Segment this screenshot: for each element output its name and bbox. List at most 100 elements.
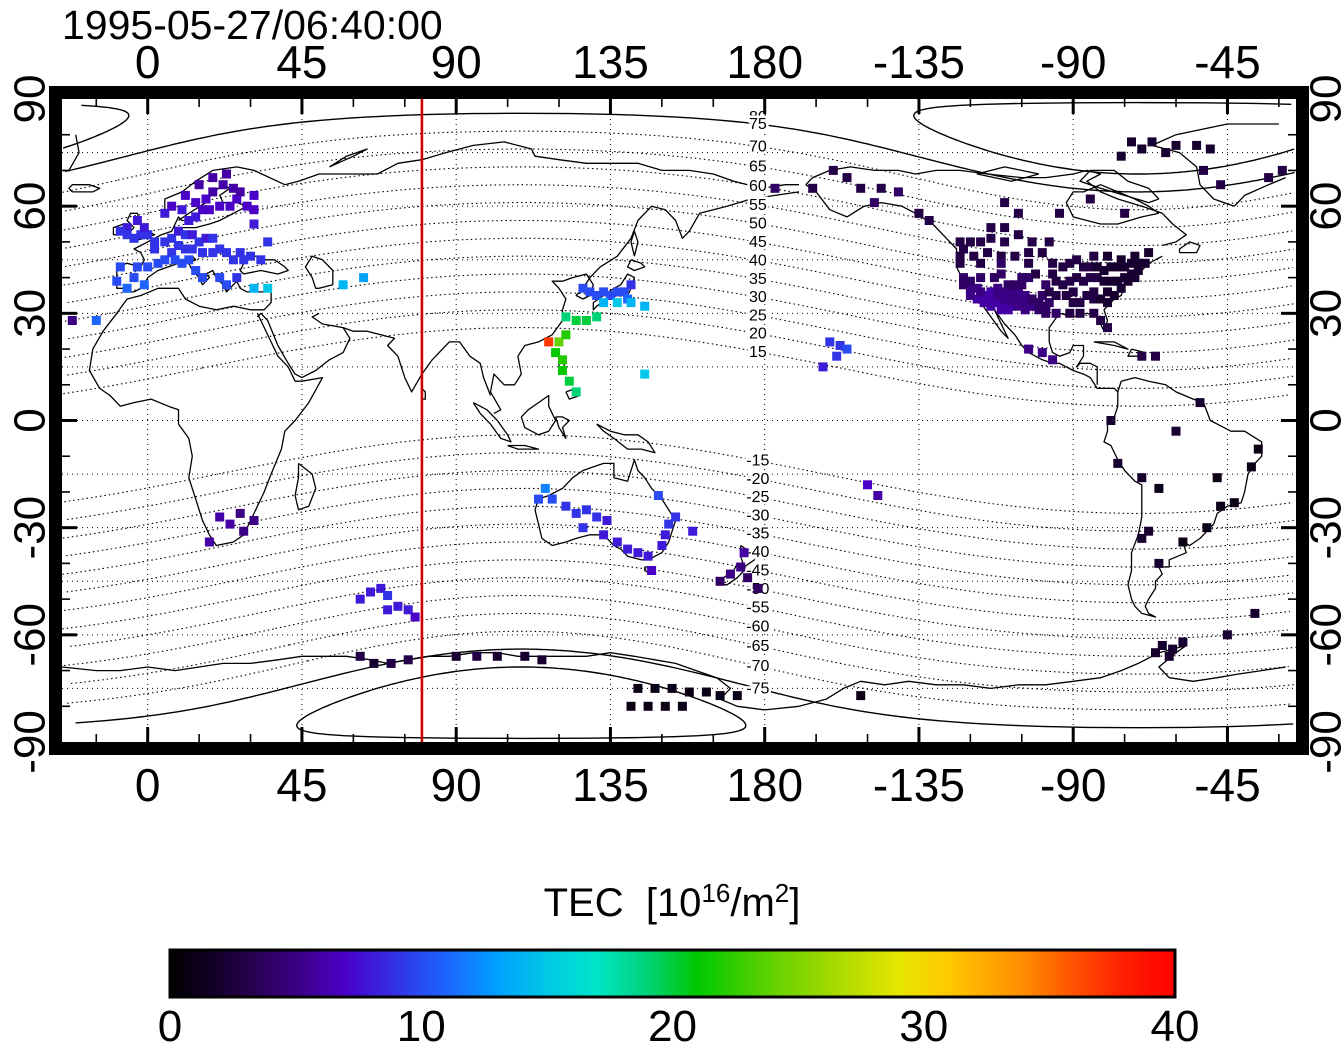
- tec-point: [832, 351, 842, 361]
- tec-point: [1109, 291, 1119, 300]
- magnetic-latitude-contour: [63, 219, 1292, 300]
- tec-point: [715, 691, 725, 701]
- y-axis-label-right: 90: [1302, 75, 1344, 124]
- magnetic-latitude-contour: [63, 594, 1289, 675]
- x-axis-label-bottom: -45: [1194, 759, 1260, 811]
- tec-point: [1140, 258, 1150, 268]
- tec-point: [959, 273, 968, 283]
- colorbar: [168, 948, 1177, 999]
- colorbar-tick-label: 10: [397, 1002, 446, 1048]
- magnetic-latitude-contour: [62, 469, 1290, 550]
- contour-label: 15: [749, 344, 767, 361]
- tec-point: [359, 273, 369, 283]
- tec-point: [150, 244, 160, 254]
- tec-point: [1137, 473, 1147, 483]
- tec-point: [208, 248, 218, 258]
- tec-point: [688, 526, 698, 536]
- tec-point: [989, 273, 999, 283]
- tec-point: [561, 312, 571, 322]
- tec-point: [612, 287, 622, 297]
- tec-point: [1044, 298, 1054, 308]
- y-axis-label-left: 90: [6, 75, 55, 124]
- tec-point: [91, 316, 101, 325]
- contour-label: 55: [749, 197, 767, 214]
- coastline: [1178, 241, 1201, 254]
- tec-point: [1044, 237, 1054, 247]
- tec-point: [1229, 498, 1239, 508]
- tec-point: [605, 291, 615, 300]
- tec-point: [1024, 258, 1034, 268]
- tec-point: [410, 612, 420, 622]
- tec-point: [1034, 305, 1044, 315]
- tec-point: [547, 494, 557, 504]
- tec-point: [955, 258, 965, 268]
- tec-point: [1000, 237, 1010, 247]
- tec-point: [842, 344, 852, 354]
- tec-point: [1106, 416, 1116, 425]
- tec-point: [623, 544, 633, 554]
- tec-point: [222, 280, 231, 290]
- tec-point: [167, 248, 177, 258]
- tec-point: [1171, 426, 1181, 436]
- magnetic-latitude-contour: [62, 559, 1288, 639]
- axis-bar: [49, 742, 1309, 755]
- tec-point: [122, 283, 132, 293]
- x-axis-label-bottom: 180: [726, 759, 803, 811]
- tec-point: [599, 530, 609, 540]
- tec-point: [1127, 258, 1136, 268]
- contour-label: -25: [746, 489, 769, 506]
- tec-point: [972, 294, 982, 304]
- tec-point: [561, 501, 571, 511]
- tec-point: [1065, 308, 1075, 318]
- axis-bar: [49, 86, 62, 755]
- tec-point: [612, 537, 622, 547]
- tec-point: [640, 301, 650, 311]
- tec-point: [204, 205, 214, 215]
- tec-point: [1089, 251, 1099, 261]
- tec-point: [1103, 287, 1112, 297]
- tec-point: [869, 198, 879, 208]
- tec-point: [571, 387, 581, 397]
- tec-point: [671, 512, 681, 522]
- tec-point: [403, 655, 413, 665]
- coastline: [62, 644, 1286, 711]
- tec-point: [451, 651, 461, 661]
- coastline: [88, 287, 324, 547]
- tec-point: [1010, 251, 1020, 261]
- tec-point: [1037, 348, 1047, 358]
- tec-point: [249, 190, 259, 200]
- tec-point: [1178, 537, 1188, 547]
- tec-point: [249, 516, 259, 525]
- tec-point: [965, 283, 975, 293]
- tec-point: [842, 173, 852, 183]
- tec-point: [1103, 323, 1112, 333]
- tec-point: [537, 655, 547, 665]
- tec-point: [1024, 344, 1034, 354]
- tec-point: [228, 255, 238, 265]
- tec-point: [222, 248, 231, 258]
- contour-label: -75: [746, 680, 769, 697]
- tec-point: [1123, 276, 1133, 286]
- tec-point: [534, 494, 543, 504]
- tec-point: [1113, 276, 1123, 286]
- coastline: [626, 259, 646, 272]
- contour-label: -20: [746, 471, 769, 488]
- tec-point: [383, 591, 393, 600]
- tec-point: [1027, 294, 1037, 304]
- tec-point: [612, 298, 622, 308]
- tec-point: [1099, 266, 1109, 275]
- x-axis-label-top: -45: [1194, 36, 1260, 88]
- tec-point: [1013, 294, 1023, 304]
- x-axis-label-bottom: 0: [135, 759, 161, 811]
- tec-point: [1007, 294, 1016, 304]
- contour-label: -15: [746, 453, 769, 470]
- tec-point: [581, 505, 591, 515]
- tec-point: [1151, 648, 1160, 658]
- x-axis-label-top: 180: [726, 36, 803, 88]
- y-axis-label-left: 30: [6, 289, 55, 338]
- tec-point: [825, 337, 835, 347]
- tec-point: [1041, 308, 1051, 318]
- coastline: [805, 166, 1187, 247]
- tec-point: [1154, 558, 1164, 568]
